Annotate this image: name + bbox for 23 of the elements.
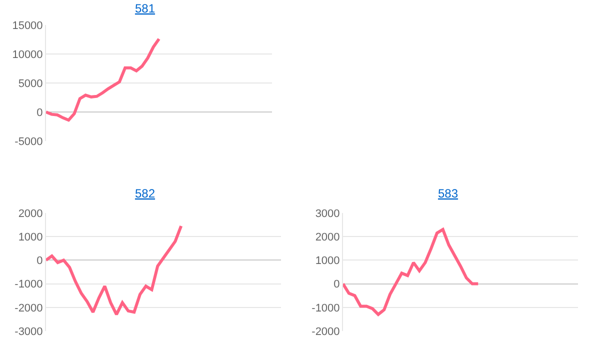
y-tick-label: 10000 bbox=[12, 48, 43, 61]
y-tick-label: 3000 bbox=[315, 208, 340, 220]
y-tick-label: -3000 bbox=[14, 326, 43, 338]
y-tick-label: 0 bbox=[36, 255, 43, 268]
chart-title: 582 bbox=[134, 186, 156, 200]
y-tick-label: -2000 bbox=[14, 302, 43, 314]
y-tick-label: 15000 bbox=[12, 20, 43, 32]
y-tick-label: -1000 bbox=[312, 302, 340, 314]
y-tick-label: 2000 bbox=[315, 231, 340, 244]
y-tick-label: 2000 bbox=[18, 208, 43, 220]
y-tick-label: -1000 bbox=[14, 278, 43, 291]
chart-title: 581 bbox=[134, 1, 156, 16]
y-tick-label: 1000 bbox=[18, 231, 43, 244]
y-tick-label: 5000 bbox=[18, 78, 43, 90]
line-series bbox=[46, 37, 160, 122]
chart-title: 583 bbox=[438, 186, 458, 200]
line-series bbox=[343, 228, 480, 316]
y-tick-label: 0 bbox=[334, 278, 340, 291]
line-series bbox=[46, 224, 183, 316]
y-tick-label: -2000 bbox=[312, 326, 340, 338]
y-tick-label: 1000 bbox=[315, 255, 340, 268]
y-tick-label: 0 bbox=[36, 106, 43, 119]
y-tick-label: -5000 bbox=[14, 136, 43, 148]
